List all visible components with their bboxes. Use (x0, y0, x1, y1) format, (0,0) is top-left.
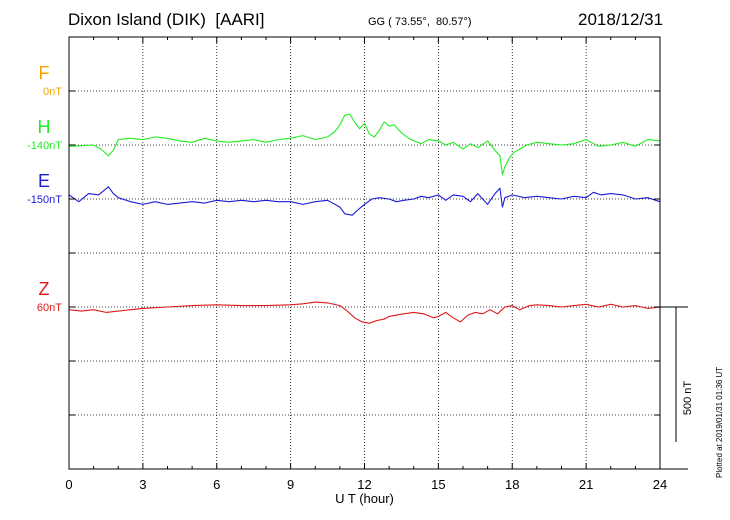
component-label-z: Z (39, 279, 50, 299)
label-layer: 0 3 6 9 12 15 18 21 24 U T (hour) F 0nT H -140nT E -150… (27, 63, 694, 506)
baseline-label-z: 60nT (37, 302, 62, 314)
x-tick-label: 15 (431, 477, 445, 492)
station-title: Dixon Island (DIK) [AARI] (68, 10, 265, 29)
x-tick-label: 18 (505, 477, 519, 492)
x-tick-label: 21 (579, 477, 593, 492)
station-coordinates: GG ( 73.55°, 80.57°) (368, 16, 472, 28)
scale-bar-label: 500 nT (682, 381, 694, 416)
x-tick-label: 9 (287, 477, 294, 492)
component-label-f: F (39, 63, 50, 83)
chart-date: 2018/12/31 (578, 10, 664, 29)
grid-layer (69, 37, 660, 469)
baseline-label-f: 0nT (43, 86, 62, 98)
baseline-label-h: -140nT (27, 140, 62, 152)
x-tick-label: 6 (213, 477, 220, 492)
baseline-label-e: -150nT (27, 194, 62, 206)
x-tick-label: 12 (357, 477, 371, 492)
axis-layer (68, 36, 688, 470)
series-line-h (68, 113, 661, 176)
plotted-timestamp: Plotted at 2019/01/31 01:36 UT (715, 366, 724, 478)
series-line-z (68, 301, 661, 324)
series-layer (68, 113, 661, 324)
x-tick-label: 3 (139, 477, 146, 492)
component-label-e: E (38, 171, 50, 191)
x-tick-label: 0 (65, 477, 72, 492)
x-tick-label: 24 (653, 477, 667, 492)
series-line-e (68, 186, 661, 216)
x-axis-label: U T (hour) (335, 491, 394, 506)
component-label-h: H (38, 117, 51, 137)
